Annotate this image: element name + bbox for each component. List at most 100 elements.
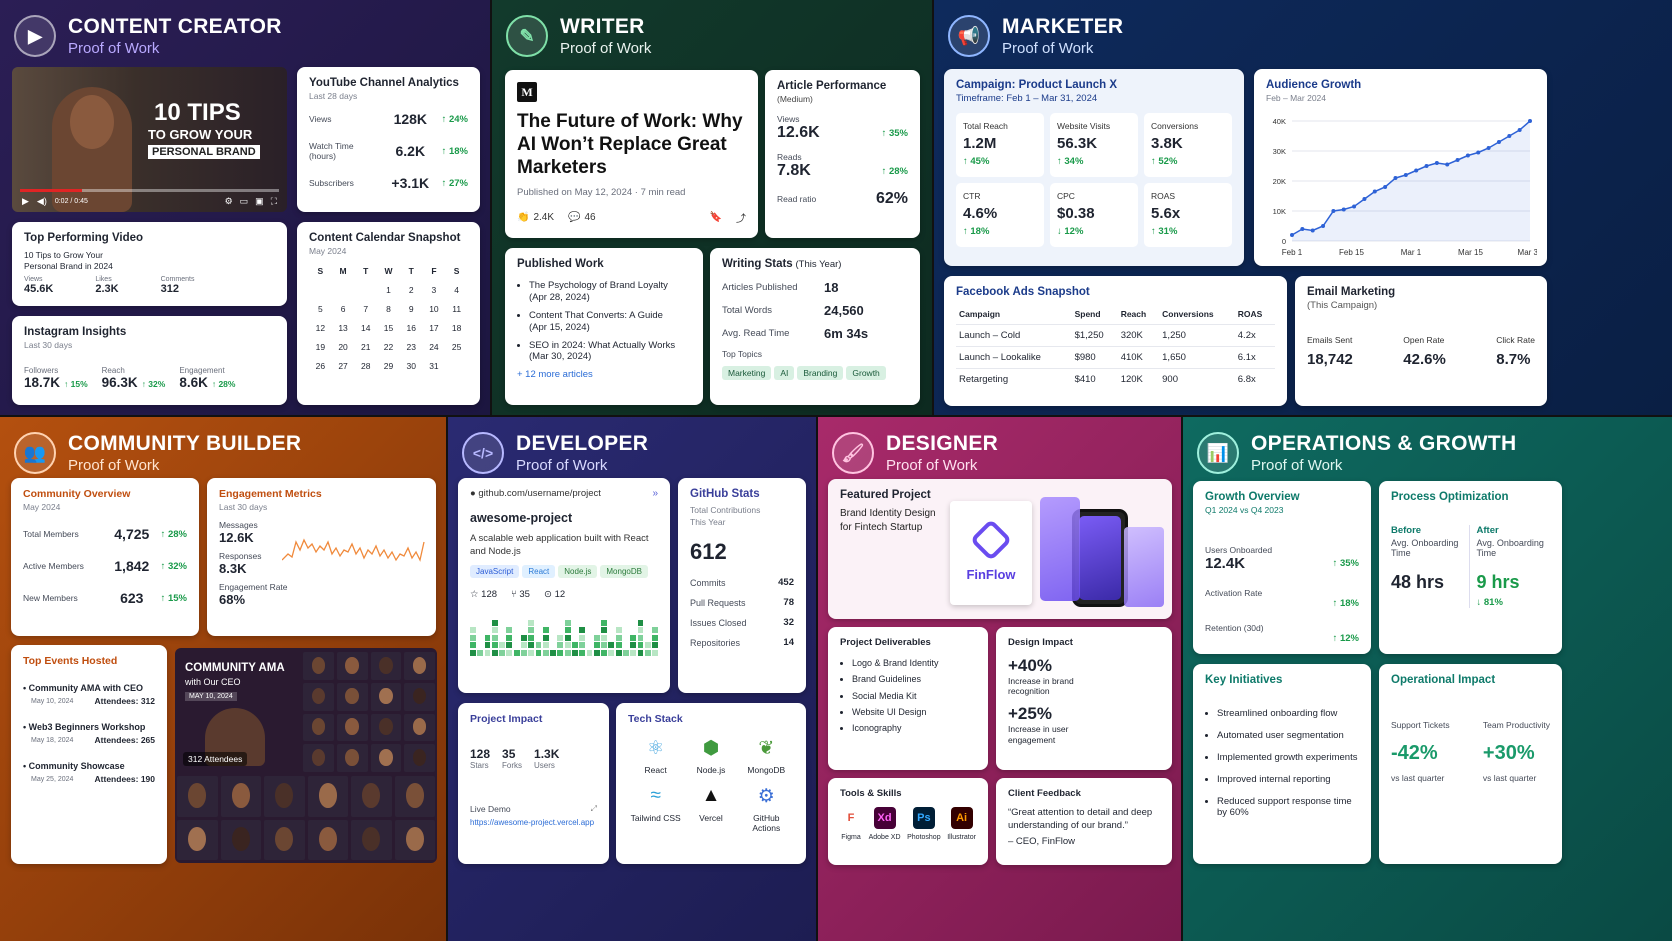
tool-item[interactable]: Xd Adobe XD: [869, 807, 901, 841]
video-thumbnail[interactable]: 10 TIPS TO GROW YOUR PERSONAL BRAND ▶ ◀) …: [12, 67, 287, 212]
calendar-day[interactable]: 18: [451, 323, 462, 333]
volume-icon[interactable]: ◀): [36, 196, 47, 206]
calendar-day[interactable]: 28: [361, 361, 371, 371]
play-icon[interactable]: ▶: [22, 196, 29, 206]
growth-label: Retention (30d): [1205, 623, 1264, 633]
calendar-day[interactable]: 16: [406, 323, 416, 333]
calendar-day[interactable]: 7: [363, 304, 369, 314]
more-articles-link[interactable]: + 12 more articles: [517, 369, 593, 381]
tech-item[interactable]: ▲ Vercel: [683, 785, 738, 833]
calendar-day[interactable]: 24: [429, 342, 439, 352]
top-video-name: 10 Tips to Grow Your Personal Brand in 2…: [24, 250, 113, 271]
contribution-column: [593, 634, 600, 656]
calendar-day[interactable]: 2: [408, 285, 414, 295]
calendar-day[interactable]: 20: [338, 342, 348, 352]
table-row[interactable]: Retargeting $410 120K 900 6.8x: [956, 368, 1275, 390]
calendar-day[interactable]: 27: [338, 361, 348, 371]
impact-label: Forks: [502, 761, 523, 770]
bookmark-icon[interactable]: 🔖: [709, 212, 722, 224]
repo-name[interactable]: awesome-project: [470, 511, 573, 525]
topic-tag[interactable]: Marketing: [722, 366, 772, 380]
featured-project-card[interactable]: Featured Project Brand Identity Design f…: [828, 479, 1172, 619]
attendee-face: [275, 826, 294, 852]
star-icon[interactable]: ☆: [470, 588, 479, 600]
expand-icon[interactable]: ⤢: [590, 804, 597, 813]
repo-issues: 12: [554, 588, 566, 600]
calendar-day[interactable]: 17: [429, 323, 439, 333]
thumb-line1: 10 TIPS: [154, 99, 241, 126]
calendar-day[interactable]: 5: [317, 304, 323, 314]
calendar-day[interactable]: 31: [429, 361, 439, 371]
fork-icon[interactable]: ⑂: [511, 588, 517, 600]
contribution-cell: [601, 642, 607, 649]
share-icon[interactable]: ⤴: [736, 214, 746, 226]
event-item[interactable]: • Community AMA with CEO May 10, 2024 Atte…: [23, 683, 155, 706]
tech-item[interactable]: ≈ Tailwind CSS: [628, 785, 683, 833]
ops-title: OPERATIONS & GROWTH: [1251, 432, 1517, 455]
repo-tag[interactable]: React: [522, 564, 556, 578]
calendar-day[interactable]: 15: [383, 323, 394, 333]
calendar-day[interactable]: 1: [386, 285, 391, 295]
calendar-day[interactable]: 13: [338, 323, 348, 333]
campaign-sub: Timeframe: Feb 1 – Mar 31, 2024: [956, 93, 1098, 104]
issue-icon[interactable]: ⊙: [543, 588, 552, 600]
design-impact-stat: +40% Increase in brand recognition: [1008, 656, 1160, 696]
impact-stat: 1.3K Users: [534, 747, 559, 770]
tech-item[interactable]: ⚛ React: [628, 737, 683, 775]
tool-item[interactable]: F Figma: [840, 807, 862, 841]
calendar-day[interactable]: 19: [315, 342, 326, 352]
table-cell: Retargeting: [956, 368, 1072, 390]
fullscreen-icon[interactable]: ⛶: [270, 196, 277, 206]
tool-item[interactable]: Ps Photoshop: [907, 807, 941, 841]
perf-row: Views 12.6K ↑ 35%: [777, 114, 908, 142]
calendar-day[interactable]: 22: [383, 342, 394, 352]
community-ama-image[interactable]: COMMUNITY AMA with Our CEO MAY 10, 2024 …: [175, 648, 437, 863]
calendar-day[interactable]: 10: [429, 304, 439, 314]
tech-item[interactable]: ❦ MongoDB: [739, 737, 794, 775]
published-item[interactable]: Content That Converts: A Guide(Apr 15, 2…: [529, 310, 691, 334]
article-card[interactable]: M The Future of Work: Why AI Won’t Repla…: [505, 70, 758, 238]
calendar-day[interactable]: 14: [361, 323, 371, 333]
calendar-day[interactable]: 6: [340, 304, 346, 314]
clap-icon[interactable]: 👏: [517, 212, 530, 224]
calendar-day[interactable]: 29: [383, 361, 394, 371]
video-progress[interactable]: [20, 189, 279, 192]
calendar-day[interactable]: 4: [454, 285, 459, 295]
repo-tag[interactable]: MongoDB: [600, 564, 648, 578]
calendar-day[interactable]: 3: [431, 285, 437, 295]
repo-tag[interactable]: JavaScript: [470, 564, 520, 578]
comment-icon[interactable]: 💬: [568, 212, 581, 224]
calendar-day[interactable]: 25: [451, 342, 462, 352]
topic-tag[interactable]: Branding: [797, 366, 844, 380]
calendar-day[interactable]: 30: [406, 361, 416, 371]
expand-icon[interactable]: »: [652, 488, 658, 499]
published-item[interactable]: The Psychology of Brand Loyalty(Apr 28, …: [529, 280, 691, 304]
table-row[interactable]: Launch – Cold $1,250 320K 1,250 4.2x: [956, 324, 1275, 347]
topic-tag[interactable]: Growth: [846, 366, 886, 380]
calendar-day[interactable]: 26: [315, 361, 326, 371]
settings-icon[interactable]: ⚙: [224, 196, 233, 206]
calendar-day[interactable]: 11: [452, 304, 462, 314]
published-item[interactable]: SEO in 2024: What Actually Works(Mar 30,…: [529, 340, 691, 364]
miniplayer-icon[interactable]: ▣: [255, 196, 264, 206]
tech-item[interactable]: ⚙ GitHub Actions: [739, 785, 794, 833]
topic-tag[interactable]: AI: [774, 366, 795, 380]
repo-card[interactable]: ● github.com/username/project » awesome-p…: [458, 478, 670, 693]
article-title[interactable]: The Future of Work: Why AI Won’t Replace…: [517, 111, 743, 178]
calendar-day[interactable]: 8: [386, 304, 391, 314]
repo-url[interactable]: github.com/username/project: [478, 488, 601, 499]
captions-icon[interactable]: ▭: [239, 196, 249, 206]
calendar-day[interactable]: 23: [406, 342, 416, 352]
contribution-cell: [470, 642, 476, 649]
calendar-day[interactable]: 12: [315, 323, 326, 333]
calendar-day[interactable]: 9: [408, 304, 414, 314]
calendar-day[interactable]: 21: [361, 342, 371, 352]
tech-item[interactable]: ⬢ Node.js: [683, 737, 738, 775]
event-item[interactable]: • Web3 Beginners Workshop May 18, 2024 Att…: [23, 722, 155, 745]
demo-url[interactable]: https://awesome-project.vercel.app: [470, 818, 595, 827]
event-date: May 25, 2024: [31, 775, 74, 783]
event-item[interactable]: • Community Showcase May 25, 2024 Attendee…: [23, 761, 155, 784]
repo-tag[interactable]: Node.js: [558, 564, 598, 578]
table-row[interactable]: Launch – Lookalike $980 410K 1,650 6.1x: [956, 346, 1275, 369]
tool-item[interactable]: Ai Illustrator: [947, 807, 976, 841]
